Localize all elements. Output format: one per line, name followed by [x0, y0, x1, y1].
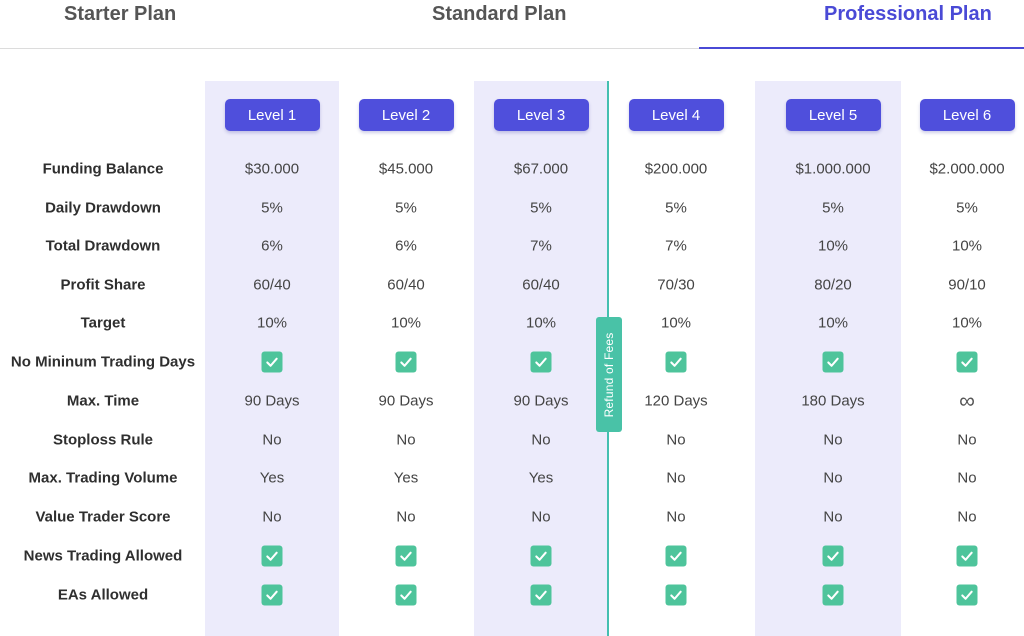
tab-professional-plan[interactable]: Professional Plan: [824, 3, 992, 25]
checkbox-checked-icon: [822, 351, 844, 373]
cell-total-drawdown-level-4: 7%: [665, 237, 687, 255]
cell-stoploss-rule-level-1: No: [262, 431, 282, 449]
cell-stoploss-rule-level-2: No: [396, 431, 416, 449]
row-label-news-trading-allowed: News Trading Allowed: [23, 547, 183, 565]
row-label-target: Target: [80, 314, 126, 332]
cell-value-trader-score-level-3: No: [531, 508, 551, 526]
checkbox-checked-icon: [822, 584, 844, 606]
cell-stoploss-rule-level-5: No: [823, 431, 843, 449]
cell-profit-share-level-1: 60/40: [253, 276, 291, 294]
cell-stoploss-rule-level-3: No: [531, 431, 551, 449]
cell-daily-drawdown-level-6: 5%: [956, 199, 978, 217]
cell-profit-share-level-6: 90/10: [948, 276, 986, 294]
cell-stoploss-rule-level-6: No: [957, 431, 977, 449]
checkbox-checked-icon: [956, 545, 978, 567]
checkbox-checked-icon: [956, 584, 978, 606]
cell-target-level-3: 10%: [525, 314, 557, 332]
cell-target-level-6: 10%: [951, 314, 983, 332]
level-6-button[interactable]: Level 6: [919, 99, 1015, 131]
checkbox-checked-icon: [395, 545, 417, 567]
cell-max-time-level-1: 90 Days: [244, 392, 300, 410]
cell-total-drawdown-level-2: 6%: [395, 237, 417, 255]
row-label-funding-balance: Funding Balance: [42, 160, 164, 178]
cell-total-drawdown-level-3: 7%: [530, 237, 552, 255]
checkbox-checked-icon: [530, 584, 552, 606]
level-3-button[interactable]: Level 3: [493, 99, 589, 131]
cell-funding-balance-level-2: $45.000: [378, 160, 434, 178]
cell-total-drawdown-level-1: 6%: [261, 237, 283, 255]
cell-max-trading-volume-level-6: No: [957, 469, 977, 487]
row-label-value-trader-score: Value Trader Score: [35, 508, 171, 526]
row-label-max-time: Max. Time: [66, 392, 140, 410]
checkbox-checked-icon: [530, 351, 552, 373]
checkbox-checked-icon: [395, 351, 417, 373]
checkbox-checked-icon: [956, 351, 978, 373]
cell-max-trading-volume-level-2: Yes: [393, 469, 419, 487]
checkbox-checked-icon: [395, 584, 417, 606]
row-label-total-drawdown: Total Drawdown: [45, 237, 161, 255]
tab-starter-plan[interactable]: Starter Plan: [64, 3, 177, 25]
active-tab-underline: [699, 47, 1024, 49]
level-5-button[interactable]: Level 5: [785, 99, 881, 131]
cell-daily-drawdown-level-3: 5%: [530, 199, 552, 217]
checkbox-checked-icon: [665, 351, 687, 373]
cell-value-trader-score-level-4: No: [666, 508, 686, 526]
cell-max-trading-volume-level-3: Yes: [528, 469, 554, 487]
checkbox-checked-icon: [665, 584, 687, 606]
cell-max-time-level-3: 90 Days: [513, 392, 569, 410]
checkbox-checked-icon: [261, 584, 283, 606]
row-label-daily-drawdown: Daily Drawdown: [45, 199, 161, 217]
row-label-max-trading-volume: Max. Trading Volume: [28, 469, 178, 487]
cell-max-trading-volume-level-1: Yes: [259, 469, 285, 487]
refund-of-fees-label: Refund of Fees: [602, 332, 616, 417]
row-label-no-mininum-trading-days: No Mininum Trading Days: [10, 353, 196, 371]
row-label-stoploss-rule: Stoploss Rule: [52, 431, 153, 449]
level-2-button[interactable]: Level 2: [358, 99, 454, 131]
plan-tabs: Starter Plan Standard Plan Professional …: [0, 0, 1024, 49]
cell-stoploss-rule-level-4: No: [666, 431, 686, 449]
cell-max-trading-volume-level-5: No: [823, 469, 843, 487]
infinity-icon: ∞: [959, 388, 975, 413]
cell-value-trader-score-level-5: No: [823, 508, 843, 526]
cell-daily-drawdown-level-4: 5%: [665, 199, 687, 217]
cell-target-level-1: 10%: [256, 314, 288, 332]
tab-standard-plan[interactable]: Standard Plan: [432, 3, 567, 25]
cell-daily-drawdown-level-2: 5%: [395, 199, 417, 217]
checkbox-checked-icon: [665, 545, 687, 567]
cell-target-level-4: 10%: [660, 314, 692, 332]
cell-funding-balance-level-6: $2.000.000: [929, 160, 1005, 178]
cell-funding-balance-level-4: $200.000: [644, 160, 708, 178]
checkbox-checked-icon: [261, 545, 283, 567]
row-label-profit-share: Profit Share: [60, 276, 146, 294]
level-1-button[interactable]: Level 1: [224, 99, 320, 131]
cell-profit-share-level-2: 60/40: [387, 276, 425, 294]
cell-max-trading-volume-level-4: No: [666, 469, 686, 487]
refund-of-fees-badge: Refund of Fees: [596, 317, 622, 432]
cell-daily-drawdown-level-5: 5%: [822, 199, 844, 217]
cell-funding-balance-level-1: $30.000: [244, 160, 300, 178]
cell-profit-share-level-3: 60/40: [522, 276, 560, 294]
checkbox-checked-icon: [822, 545, 844, 567]
checkbox-checked-icon: [261, 351, 283, 373]
cell-daily-drawdown-level-1: 5%: [261, 199, 283, 217]
row-label-eas-allowed: EAs Allowed: [57, 586, 149, 604]
cell-max-time-level-2: 90 Days: [378, 392, 434, 410]
cell-target-level-5: 10%: [817, 314, 849, 332]
cell-target-level-2: 10%: [390, 314, 422, 332]
cell-value-trader-score-level-6: No: [957, 508, 977, 526]
cell-funding-balance-level-3: $67.000: [513, 160, 569, 178]
cell-max-time-level-4: 120 Days: [644, 392, 708, 410]
level-4-button[interactable]: Level 4: [628, 99, 724, 131]
cell-total-drawdown-level-5: 10%: [817, 237, 849, 255]
checkbox-checked-icon: [530, 545, 552, 567]
cell-profit-share-level-5: 80/20: [814, 276, 852, 294]
cell-value-trader-score-level-2: No: [396, 508, 416, 526]
cell-value-trader-score-level-1: No: [262, 508, 282, 526]
cell-funding-balance-level-5: $1.000.000: [795, 160, 871, 178]
cell-total-drawdown-level-6: 10%: [951, 237, 983, 255]
cell-max-time-level-5: 180 Days: [801, 392, 865, 410]
cell-profit-share-level-4: 70/30: [657, 276, 695, 294]
